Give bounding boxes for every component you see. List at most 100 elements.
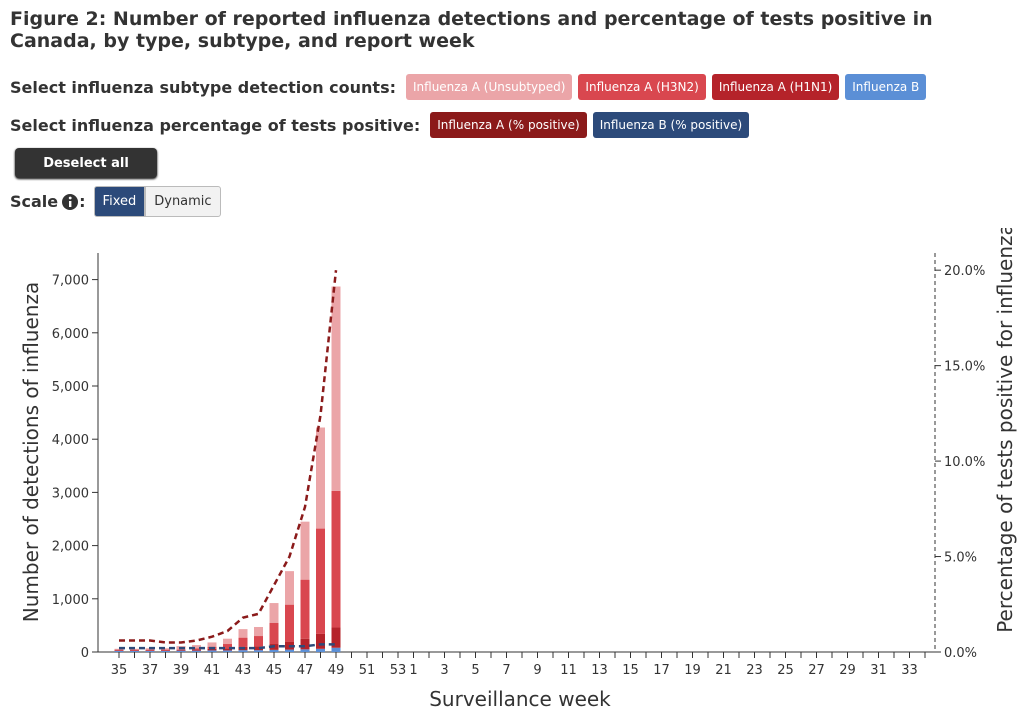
percent-line xyxy=(119,643,336,650)
bar-segment xyxy=(192,648,201,650)
y2-tick-label: 5.0% xyxy=(944,551,977,566)
y-tick-label: 5,000 xyxy=(52,380,89,395)
bar-segment xyxy=(130,650,139,651)
bar-segment xyxy=(316,648,325,652)
deselect-button[interactable]: Deselect all xyxy=(15,148,157,178)
bar-segment xyxy=(161,650,170,651)
bar-segment xyxy=(192,650,201,652)
subtype-label: Select influenza subtype detection count… xyxy=(10,77,396,97)
bar-segment xyxy=(192,645,201,649)
x-tick-label: 39 xyxy=(173,663,190,678)
x-tick-label: 11 xyxy=(560,663,577,678)
bar-segment xyxy=(269,649,279,652)
bar-segment xyxy=(331,490,341,628)
bar-segment xyxy=(207,648,217,651)
bar-segment xyxy=(269,622,279,645)
bar-segment xyxy=(114,650,124,652)
x-tick-label: 47 xyxy=(297,663,314,678)
bar-segment xyxy=(223,638,232,645)
x-tick-label: 31 xyxy=(870,663,887,678)
bar-segment xyxy=(176,649,186,651)
toggle-button[interactable]: Influenza B (% positive) xyxy=(592,112,750,138)
x-tick-label: 37 xyxy=(142,663,159,678)
bar-segment xyxy=(285,571,294,605)
x-tick-label: 35 xyxy=(111,663,128,678)
bar-segment xyxy=(114,650,124,651)
bar-segment xyxy=(161,648,170,650)
bar-segment xyxy=(145,650,155,652)
bar-segment xyxy=(300,579,310,639)
x-tick-label: 13 xyxy=(591,663,608,678)
x-tick-label: 7 xyxy=(502,663,510,678)
x-tick-label: 43 xyxy=(235,663,252,678)
bar-segment xyxy=(300,638,310,650)
bar-segment xyxy=(254,646,263,651)
y2-tick-label: 0.0% xyxy=(944,646,977,661)
y-tick-label: 3,000 xyxy=(52,486,89,501)
bar-segment xyxy=(207,642,217,647)
chart-title: Figure 2: Number of reported influenza d… xyxy=(10,8,933,52)
y-tick-label: 0 xyxy=(81,646,89,661)
x-tick-label: 27 xyxy=(808,663,825,678)
bar-segment xyxy=(238,637,248,647)
subtype-row: Select influenza subtype detection count… xyxy=(10,74,927,100)
x-tick-label: 41 xyxy=(204,663,221,678)
x-tick-label: 33 xyxy=(901,663,918,678)
bar-segment xyxy=(223,650,232,652)
x-tick-label: 1 xyxy=(409,663,417,678)
y-tick-label: 1,000 xyxy=(52,593,89,608)
toggle-button[interactable]: Influenza A (H3N2) xyxy=(578,74,706,100)
x-tick-label: 5 xyxy=(471,663,479,678)
info-icon[interactable] xyxy=(61,193,79,211)
bar-segment xyxy=(176,650,186,652)
y-tick-label: 6,000 xyxy=(52,327,89,342)
scale-button[interactable]: Fixed xyxy=(93,186,146,217)
bar-segment xyxy=(254,636,263,647)
scale-suffix: : xyxy=(79,192,86,211)
bar-segment xyxy=(331,647,341,652)
percent-line xyxy=(119,270,338,644)
bar-segment xyxy=(145,650,155,651)
scale-button[interactable]: Dynamic xyxy=(145,186,221,217)
bar-segment xyxy=(285,649,294,652)
bar-segment xyxy=(161,650,170,652)
bar-segment xyxy=(114,649,124,651)
bar-segment xyxy=(238,629,248,638)
y2-axis-title: Percentage of tests positive for influen… xyxy=(993,228,1017,633)
y2-tick-label: 20.0% xyxy=(944,264,985,279)
bar-segment xyxy=(176,649,186,650)
x-tick-label: 3 xyxy=(440,663,448,678)
chart: Surveillance week Number of detections o… xyxy=(19,228,1017,711)
y-tick-label: 7,000 xyxy=(52,274,89,289)
bar-segment xyxy=(192,649,201,651)
bar-segment xyxy=(316,427,325,529)
toggle-button[interactable]: Influenza A (% positive) xyxy=(430,112,587,138)
bar-segment xyxy=(316,528,325,634)
x-tick-label: 53 xyxy=(390,663,407,678)
y2-tick-label: 15.0% xyxy=(944,360,985,375)
bar-segment xyxy=(331,627,341,648)
bar-segment xyxy=(254,650,263,652)
bar-segment xyxy=(300,649,310,652)
bar-segment xyxy=(223,648,232,651)
x-axis-title: Surveillance week xyxy=(429,687,611,711)
x-tick-label: 23 xyxy=(746,663,763,678)
x-tick-label: 51 xyxy=(359,663,376,678)
toggle-button[interactable]: Influenza A (H1N1) xyxy=(711,74,840,100)
bar-segment xyxy=(130,649,139,651)
bar-segment xyxy=(145,649,155,651)
x-tick-label: 17 xyxy=(653,663,670,678)
bar-segment xyxy=(300,521,310,580)
x-tick-label: 25 xyxy=(777,663,794,678)
y2-tick-label: 10.0% xyxy=(944,455,985,470)
bar-segment xyxy=(254,626,263,637)
y-tick-label: 2,000 xyxy=(52,540,89,555)
percent-label: Select influenza percentage of tests pos… xyxy=(10,115,421,135)
toggle-button[interactable]: Influenza B xyxy=(845,74,927,100)
bar-segment xyxy=(130,650,139,652)
x-tick-label: 19 xyxy=(684,663,701,678)
toggle-button[interactable]: Influenza A (Unsubtyped) xyxy=(405,74,573,100)
x-tick-label: 49 xyxy=(328,663,345,678)
bar-segment xyxy=(331,286,341,491)
